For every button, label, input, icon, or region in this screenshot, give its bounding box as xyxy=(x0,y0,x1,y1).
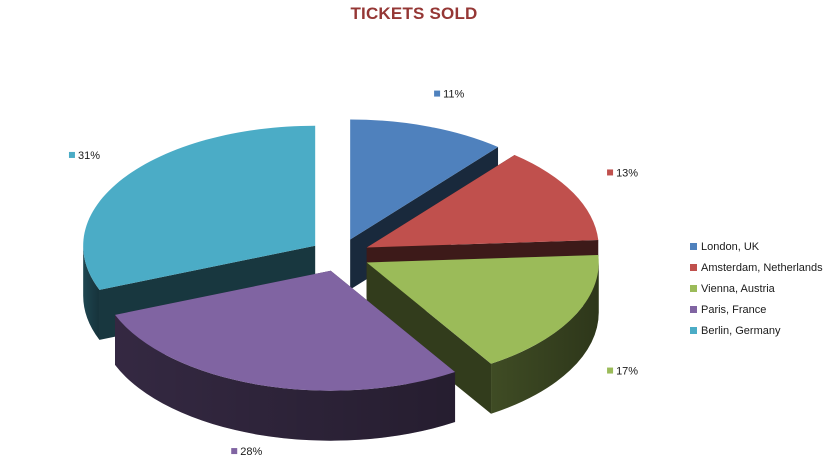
legend-swatch xyxy=(690,285,697,292)
legend-swatch xyxy=(690,243,697,250)
data-label-5: 31% xyxy=(68,150,100,162)
pie-slice-vienna-austria xyxy=(366,254,599,414)
legend-item: Amsterdam, Netherlands xyxy=(690,257,823,278)
legend-label: London, UK xyxy=(701,240,760,253)
chart-title: TICKETS SOLD xyxy=(350,4,478,23)
data-label-3: 17% xyxy=(607,366,638,378)
legend-swatch xyxy=(690,306,697,313)
pie-slice-paris-france xyxy=(115,270,456,441)
legend-item: Berlin, Germany xyxy=(690,320,823,341)
legend-swatch xyxy=(690,327,697,334)
chart-legend: London, UK Amsterdam, Netherlands Vienna, … xyxy=(690,236,823,341)
legend-label: Vienna, Austria xyxy=(701,282,775,295)
data-label-text: 31% xyxy=(78,150,100,162)
legend-item: Paris, France xyxy=(690,299,823,320)
legend-label: Berlin, Germany xyxy=(701,324,781,337)
legend-item: London, UK xyxy=(690,236,823,257)
data-label-1: 11% xyxy=(434,89,465,101)
legend-item: Vienna, Austria xyxy=(690,278,823,299)
data-label-text: 11% xyxy=(443,89,464,101)
legend-label: Amsterdam, Netherlands xyxy=(701,261,823,274)
data-label-4: 28% xyxy=(231,446,262,458)
legend-swatch xyxy=(690,264,697,271)
data-label-text: 17% xyxy=(616,366,638,378)
data-label-2: 13% xyxy=(607,167,638,179)
data-label-text: 13% xyxy=(616,167,638,179)
legend-label: Paris, France xyxy=(701,303,767,316)
data-label-text: 28% xyxy=(240,446,262,458)
